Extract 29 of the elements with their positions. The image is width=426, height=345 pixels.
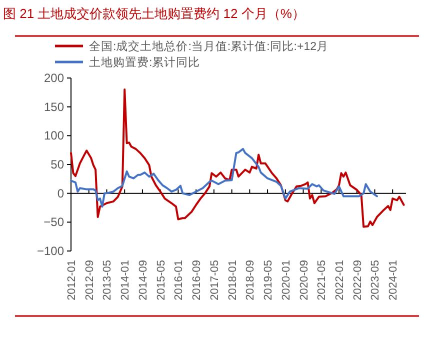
x-tick-label: 2012-01 xyxy=(66,260,78,300)
x-tick-label: 2017-05 xyxy=(208,260,221,300)
x-tick-label: 2016-09 xyxy=(191,260,204,300)
y-tick-label: −50 xyxy=(44,215,64,230)
x-tick-label: 2024-01 xyxy=(388,260,400,300)
legend-label: 土地购置费:累计同比 xyxy=(89,56,200,69)
x-tick-label: 2016-01 xyxy=(173,260,186,300)
x-tick-label: 2013-05 xyxy=(102,260,114,300)
x-tick-label: 2015-05 xyxy=(155,260,168,300)
x-tick-label: 2022-09 xyxy=(352,260,364,300)
x-tick-label: 2020-01 xyxy=(280,260,292,300)
y-tick-label: 200 xyxy=(44,71,64,85)
y-tick-label: 100 xyxy=(44,128,64,143)
x-tick-label: 2012-09 xyxy=(84,260,96,300)
x-tick-label: 2020-09 xyxy=(298,260,310,300)
y-tick-label: 150 xyxy=(44,100,64,114)
x-tick-label: 2018-01 xyxy=(226,260,239,300)
y-tick-label: −100 xyxy=(36,244,64,258)
y-tick-label: 0 xyxy=(57,186,64,200)
x-tick-label: 2018-09 xyxy=(244,260,257,300)
x-tick-label: 2023-05 xyxy=(370,260,382,300)
legend-label: 全国:成交土地总价:当月值:累计值:同比:+12月 xyxy=(89,39,328,53)
x-tick-label: 2019-05 xyxy=(262,260,275,300)
y-tick-label: 50 xyxy=(50,158,64,172)
x-tick-label: 2014-09 xyxy=(137,260,150,300)
x-tick-label: 2014-01 xyxy=(120,260,132,300)
chart-title: 图 21 土地成交价款领先土地购置费约 12 个月（%） xyxy=(3,6,305,21)
x-tick-label: 2022-01 xyxy=(334,260,346,300)
x-tick-label: 2021-05 xyxy=(316,260,328,300)
